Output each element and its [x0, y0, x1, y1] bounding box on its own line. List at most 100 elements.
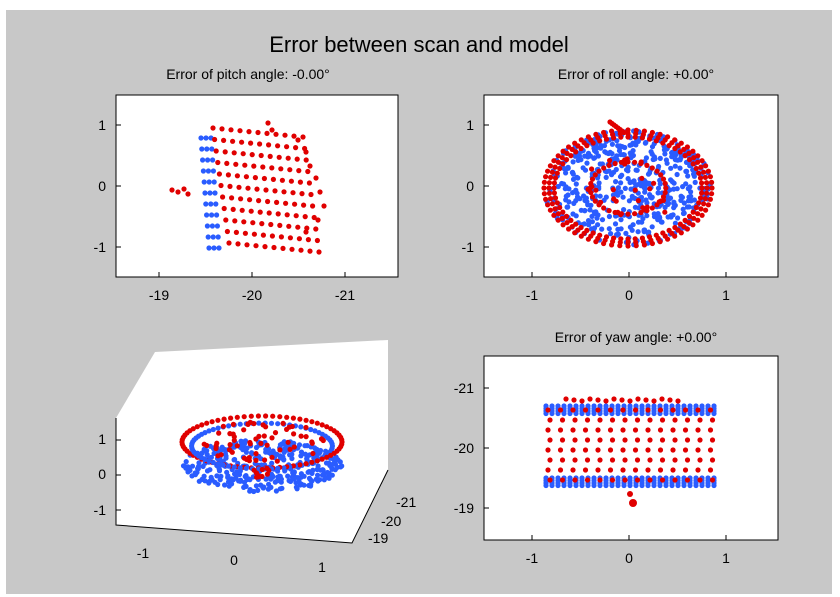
- model-point: [615, 185, 622, 191]
- model-point: [210, 168, 216, 174]
- scan-point: [549, 201, 556, 207]
- scan-point: [622, 161, 628, 167]
- scan-point: [686, 213, 693, 219]
- scan-point: [249, 152, 255, 158]
- scan-point: [634, 417, 641, 423]
- model-point: [613, 179, 619, 185]
- scan-point: [320, 437, 326, 444]
- scan-point: [632, 427, 639, 433]
- scan-point: [234, 414, 240, 420]
- model-point: [189, 463, 196, 469]
- model-point: [674, 186, 680, 192]
- model-point: [647, 194, 654, 200]
- scan-point: [691, 215, 697, 221]
- model-point: [207, 467, 213, 473]
- model-point: [645, 482, 651, 489]
- scan-point: [234, 443, 240, 449]
- model-point: [685, 173, 691, 179]
- scan-point: [295, 137, 301, 143]
- scan-point: [634, 457, 641, 463]
- scan-point: [690, 148, 696, 154]
- 3d-ztick-label: -19: [368, 530, 388, 546]
- model-point: [209, 146, 215, 152]
- scan-point: [702, 196, 709, 202]
- scan-point: [221, 416, 227, 422]
- scan-point: [339, 437, 345, 443]
- model-point: [663, 410, 669, 417]
- scan-point: [224, 228, 230, 235]
- model-point: [665, 214, 671, 220]
- scan-point: [677, 221, 683, 227]
- scan-point: [559, 155, 565, 161]
- scan-point: [698, 206, 704, 212]
- scan-point: [264, 442, 270, 448]
- model-point: [256, 420, 262, 426]
- 3d-xtick-label: 0: [230, 552, 238, 568]
- scan-point: [559, 477, 566, 483]
- pitch-xtick-label: -20: [242, 287, 262, 303]
- scan-point: [666, 227, 672, 233]
- scan-point: [235, 241, 241, 247]
- 3d-xtick-label: 1: [318, 559, 326, 575]
- scan-point: [292, 201, 298, 207]
- scan-point: [255, 129, 261, 136]
- model-point: [573, 181, 579, 187]
- model-point: [677, 165, 683, 171]
- model-point: [621, 482, 627, 489]
- model-point: [302, 451, 308, 457]
- model-point: [599, 226, 605, 232]
- model-point: [670, 212, 676, 218]
- scan-point: [707, 427, 714, 433]
- scan-point: [240, 151, 246, 157]
- roll-points: [541, 119, 715, 249]
- model-point: [237, 465, 243, 471]
- scan-point: [632, 236, 638, 242]
- model-point: [669, 482, 675, 489]
- scan-point: [545, 407, 551, 413]
- scan-point: [269, 435, 275, 441]
- scan-point: [635, 396, 641, 402]
- model-point: [180, 463, 187, 469]
- model-point: [573, 410, 579, 417]
- scan-point: [573, 149, 579, 155]
- scan-point: [709, 437, 716, 443]
- scan-point: [598, 199, 604, 205]
- roll-plot: -1 0 1 1 0 -1: [462, 94, 779, 303]
- model-point: [586, 222, 592, 228]
- model-point: [680, 206, 686, 212]
- scan-point: [310, 203, 316, 209]
- scan-point: [607, 407, 614, 413]
- scan-point: [632, 407, 639, 413]
- scan-point: [703, 163, 709, 169]
- model-point: [220, 462, 226, 468]
- scan-point: [259, 221, 265, 227]
- scan-point: [224, 160, 230, 166]
- scan-point: [314, 458, 320, 464]
- model-point: [705, 482, 711, 489]
- scan-point: [653, 138, 659, 144]
- scan-point: [279, 177, 285, 183]
- model-point: [282, 446, 288, 452]
- scan-point: [272, 188, 278, 194]
- model-point: [584, 160, 590, 166]
- scan-point: [697, 417, 703, 423]
- model-point: [192, 472, 198, 478]
- model-point: [617, 174, 624, 180]
- scan-point: [297, 416, 303, 422]
- scan-point: [611, 135, 617, 141]
- scan-point: [226, 447, 233, 453]
- model-point: [329, 441, 335, 447]
- model-point: [599, 217, 606, 223]
- model-point: [693, 482, 699, 489]
- scan-point: [696, 200, 702, 206]
- model-point: [549, 410, 555, 417]
- model-point: [671, 199, 677, 205]
- model-point: [573, 482, 579, 489]
- scan-point: [265, 198, 271, 205]
- model-point: [603, 174, 609, 180]
- scan-point: [293, 213, 299, 219]
- model-point: [642, 185, 648, 192]
- scan-point: [645, 427, 651, 433]
- scan-point: [245, 185, 251, 191]
- scan-point: [548, 174, 554, 180]
